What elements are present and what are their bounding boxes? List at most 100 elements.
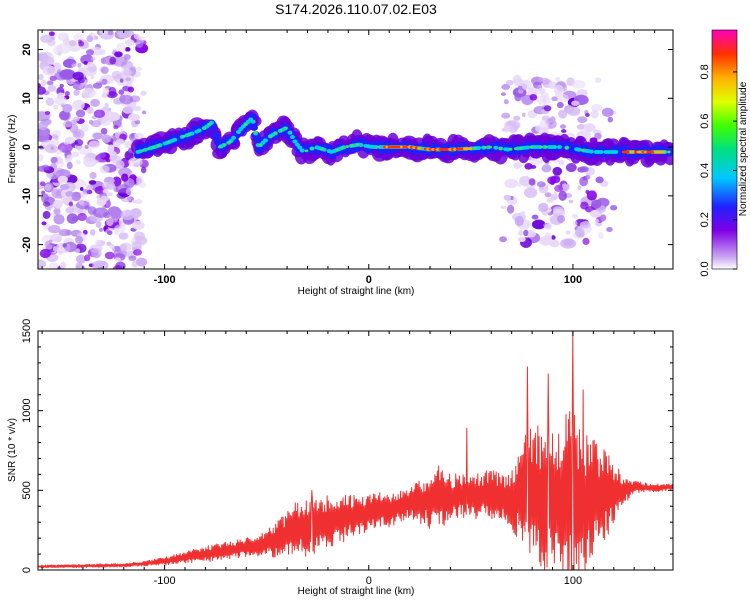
spectrogram-noise-blob — [42, 201, 51, 207]
spectrogram-noise-blob — [591, 199, 602, 209]
spectrogram-noise-blob — [606, 226, 613, 233]
spectrogram-noise-blob — [118, 89, 125, 95]
spectrogram-noise-blob — [92, 207, 109, 218]
ridge-core-blob — [297, 145, 303, 150]
spectrogram-noise-blob — [74, 139, 84, 146]
ridge-accent-blob — [182, 134, 186, 138]
spectrogram-noise-blob — [69, 120, 78, 125]
spectrogram-noise-blob — [62, 121, 73, 128]
ridge-hot-blob — [417, 146, 422, 150]
spectrogram-noise-blob — [53, 207, 61, 215]
spectrogram-noise-blob — [607, 116, 613, 123]
spectrogram-noise-blob — [528, 178, 536, 186]
spectrogram-noise-blob — [122, 106, 134, 114]
spectrogram-noise-blob — [501, 84, 511, 90]
ridge-accent-blob — [565, 146, 569, 150]
spectrogram-noise-blob — [40, 79, 47, 86]
spectrogram-noise-blob — [57, 175, 69, 184]
spectrogram-noise-blob — [104, 251, 115, 260]
spectrogram-noise-blob — [552, 166, 563, 176]
spectrogram-noise-blob — [124, 150, 134, 161]
spectrogram-noise-blob — [68, 40, 77, 47]
spectrogram-noise-blob — [118, 232, 129, 240]
spectrogram-noise-blob — [53, 199, 63, 209]
spectrogram-noise-blob — [38, 131, 50, 142]
spectrogram-noise-blob — [562, 87, 567, 92]
spectrogram-noise-blob — [41, 221, 47, 226]
spectrogram-noise-blob — [109, 56, 117, 65]
spectrogram-noise-blob — [568, 199, 574, 204]
spectrogram-noise-blob — [126, 187, 133, 196]
spectrogram-noise-blob — [107, 192, 113, 197]
colorbar-tick-label: 0.6 — [699, 114, 711, 129]
spectrogram-noise-blob — [506, 204, 515, 214]
spectrogram-noise-blob — [47, 84, 56, 92]
figure-title: S174.2026.110.07.02.E03 — [275, 1, 437, 17]
spectrogram-noise-blob — [518, 229, 524, 236]
spectrogram-noise-blob — [571, 79, 586, 89]
ridge-accent-blob — [228, 140, 232, 144]
ridge-core-blob — [292, 139, 298, 144]
spectrogram-noise-blob — [541, 164, 552, 173]
ridge-accent-blob — [667, 150, 671, 154]
spectrogram-noise-blob — [100, 66, 109, 75]
spectrogram-noise-blob — [102, 87, 110, 96]
spectrogram-noise-blob — [38, 73, 44, 81]
ridge-accent-blob — [376, 145, 380, 149]
spectrogram-noise-blob — [86, 35, 94, 43]
spectrogram-noise-blob — [88, 180, 97, 185]
spectrogram-noise-blob — [98, 152, 106, 159]
spectrogram-noise-blob — [42, 65, 57, 76]
snr-series-line — [38, 331, 673, 570]
spectrogram-noise-blob — [47, 39, 56, 47]
ridge-hot-blob — [660, 150, 666, 154]
spectrogram-noise-blob — [135, 257, 148, 267]
spectrogram-noise-blob — [554, 184, 563, 193]
spectrogram-noise-blob — [550, 175, 561, 184]
spectrogram-noise-blob — [83, 157, 97, 168]
ridge-accent-blob — [309, 147, 314, 151]
spectrogram-noise-blob — [65, 229, 72, 236]
spectrogram-noise-blob — [78, 77, 85, 84]
spectrogram-noise-blob — [83, 64, 89, 69]
ridge-core-blob — [576, 147, 582, 152]
spectrogram-noise-blob — [52, 245, 59, 252]
ridge-core-blob — [556, 145, 562, 150]
spectrogram-noise-blob — [80, 191, 88, 199]
ridge-accent-blob — [279, 129, 283, 132]
spectrogram-noise-blob — [116, 192, 127, 199]
spectrogram-noise-blob — [583, 123, 596, 132]
spectrogram-noise-blob — [538, 77, 544, 82]
spectrogram-noise-blob — [111, 70, 123, 80]
spectrogram-noise-blob — [610, 204, 618, 211]
spectrogram-noise-blob — [577, 116, 588, 124]
spectrogram-noise-blob — [82, 87, 96, 98]
spectrogram-noise-layer — [38, 30, 618, 269]
spectrogram-noise-blob — [89, 244, 103, 253]
ridge-accent-blob — [529, 145, 533, 149]
ridge-accent-blob — [304, 149, 309, 153]
spectrogram-noise-blob — [543, 105, 552, 112]
spectrogram-noise-blob — [579, 166, 589, 173]
colorbar-ticks: 0.0 0.2 0.4 0.6 0.8 — [699, 64, 737, 277]
spectrogram-noise-blob — [517, 182, 522, 187]
spectrogram-noise-blob — [556, 101, 564, 109]
spectrogram-noise-blob — [80, 123, 90, 132]
spectrogram-noise-blob — [60, 145, 66, 151]
spectrogram-noise-blob — [597, 232, 604, 239]
spectrogram-noise-blob — [63, 37, 70, 45]
spectrogram-noise-blob — [590, 109, 599, 119]
spectrogram-noise-blob — [553, 191, 557, 196]
spectrogram-noise-blob — [592, 128, 598, 134]
spectrogram-noise-blob — [558, 159, 565, 166]
spectrogram-noise-blob — [90, 98, 100, 107]
spectrogram-noise-blob — [52, 139, 60, 145]
spectrogram-noise-blob — [53, 214, 65, 225]
ridge-core-blob — [231, 135, 237, 140]
colorbar-strip — [711, 29, 738, 270]
spectrogram-noise-blob — [524, 162, 533, 170]
snr-x-axis-title: Height of straight line (km) — [298, 586, 415, 597]
spectrogram-x-ticks: -100 0 100 — [41, 30, 656, 286]
snr-y-axis-title: SNR (10 * v/v) — [7, 418, 18, 482]
spectrogram-noise-blob — [78, 199, 85, 206]
